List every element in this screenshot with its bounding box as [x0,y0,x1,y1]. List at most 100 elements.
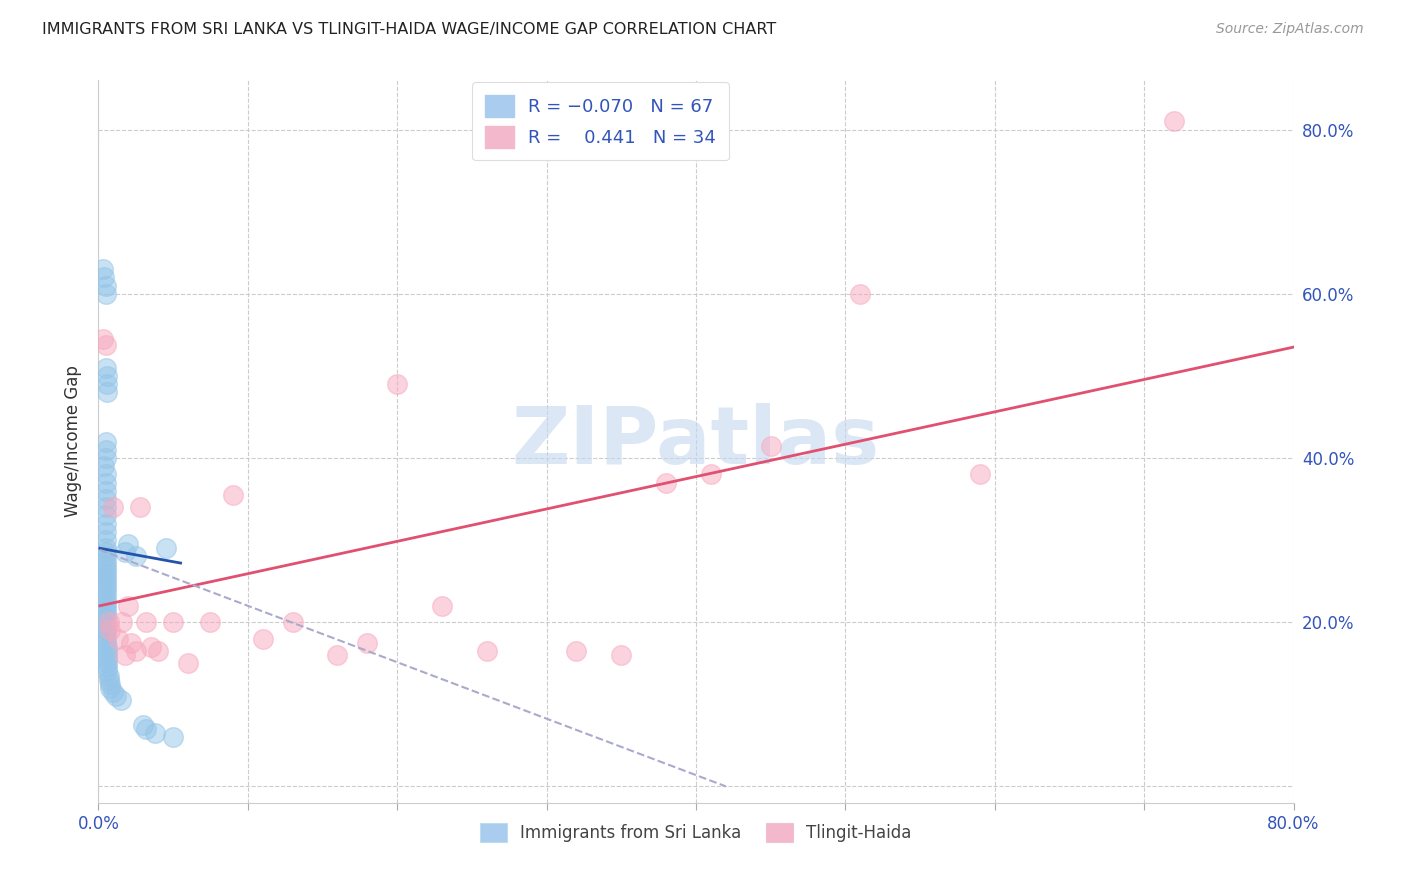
Point [139,640,162,654]
Point [91,332,114,346]
Point [96,385,118,400]
Point [107,632,129,646]
Point [94,533,117,547]
Point [94,278,117,293]
Point [94,434,117,449]
Point [94,570,117,584]
Point [1163,114,1185,128]
Point [94,566,117,580]
Point [96,657,118,671]
Point [94,636,117,650]
Point [356,636,378,650]
Point [94,607,117,621]
Point [655,475,678,490]
Point [162,615,184,630]
Point [94,586,117,600]
Point [94,624,117,638]
Point [281,615,304,630]
Point [114,648,136,662]
Point [94,627,117,641]
Point [475,644,498,658]
Point [759,439,782,453]
Point [94,582,117,597]
Point [94,467,117,482]
Text: ZIPatlas: ZIPatlas [512,402,880,481]
Point [700,467,723,482]
Point [98,677,122,691]
Point [129,500,152,515]
Point [155,541,177,556]
Point [96,640,118,654]
Point [326,648,349,662]
Point [94,337,117,351]
Point [98,681,122,695]
Point [94,574,117,588]
Point [120,636,142,650]
Legend: Immigrants from Sri Lanka, Tlingit-Haida: Immigrants from Sri Lanka, Tlingit-Haida [474,816,918,848]
Point [98,624,122,638]
Point [94,524,117,539]
Point [849,286,872,301]
Point [430,599,453,613]
Point [96,377,118,392]
Point [91,262,114,277]
Point [94,553,117,567]
Point [94,450,117,465]
Y-axis label: Wage/Income Gap: Wage/Income Gap [65,366,83,517]
Point [96,652,118,666]
Point [117,537,139,551]
Point [114,545,136,559]
Point [148,644,170,658]
Point [117,599,139,613]
Point [222,488,245,502]
Point [200,615,222,630]
Point [96,644,118,658]
Point [177,657,200,671]
Point [97,673,120,687]
Point [969,467,991,482]
Point [94,603,117,617]
Point [94,599,117,613]
Point [610,648,633,662]
Point [252,632,274,646]
Point [135,722,157,736]
Point [94,632,117,646]
Point [105,689,128,703]
Point [97,668,120,682]
Point [103,500,125,515]
Point [94,594,117,608]
Point [94,558,117,572]
Point [94,549,117,564]
Point [96,368,118,383]
Point [94,508,117,523]
Point [96,660,118,674]
Text: IMMIGRANTS FROM SRI LANKA VS TLINGIT-HAIDA WAGE/INCOME GAP CORRELATION CHART: IMMIGRANTS FROM SRI LANKA VS TLINGIT-HAI… [42,22,776,37]
Point [565,644,588,658]
Point [135,615,157,630]
Point [96,648,118,662]
Point [93,459,115,474]
Point [94,491,117,506]
Point [125,549,148,564]
Point [94,545,117,559]
Point [94,442,117,457]
Point [162,730,184,744]
Point [94,591,117,605]
Point [111,615,134,630]
Point [103,685,125,699]
Point [94,562,117,576]
Point [94,360,117,375]
Point [96,665,118,679]
Point [94,475,117,490]
Point [94,541,117,556]
Point [93,270,115,285]
Point [385,377,409,392]
Point [97,615,120,630]
Point [94,611,117,625]
Point [94,615,117,630]
Point [94,578,117,592]
Point [94,516,117,531]
Point [94,500,117,515]
Point [110,693,132,707]
Point [94,286,117,301]
